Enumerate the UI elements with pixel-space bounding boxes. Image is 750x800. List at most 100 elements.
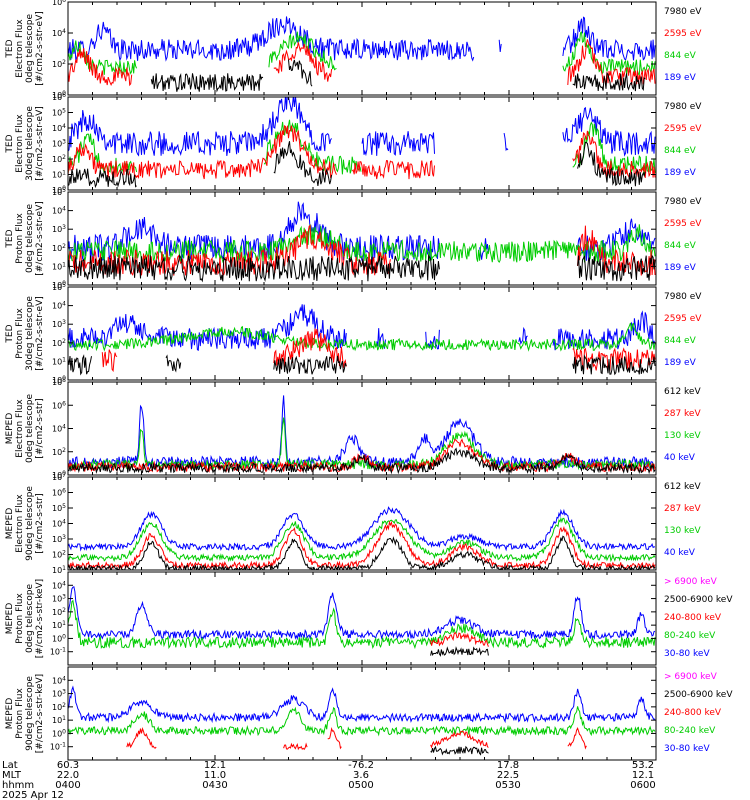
panel-series <box>68 304 656 376</box>
x-tick-lat-3: 17.8 <box>497 760 519 771</box>
y-tick-label: 101 <box>52 356 66 366</box>
y-tick-exponent: 0 <box>62 185 66 192</box>
ylabel-line: 30deg telescope <box>25 106 35 181</box>
y-tick-exponent: 5 <box>62 108 66 115</box>
y-tick-exponent: 4 <box>62 301 66 308</box>
ylabel-line: 0deg telescope <box>25 204 35 274</box>
ylabel-line: [#/cm2-s-str] <box>35 398 45 458</box>
y-tick-exponent: 5 <box>62 282 66 289</box>
ylabel-line: 0deg telescope <box>25 584 35 654</box>
x-row-label-lat: Lat <box>2 760 18 771</box>
x-row-label-mlt: MLT <box>2 770 22 781</box>
legend-entry: 130 keV <box>664 526 701 536</box>
y-tick-exponent: 3 <box>62 594 66 601</box>
panel-series <box>68 685 656 756</box>
series-line-green <box>68 516 656 563</box>
panel-ylabel: MEPEDElectron Flux0deg telescope[#/cm2-s… <box>5 394 45 464</box>
x-tick-hhmm-2: 0500 <box>348 780 373 791</box>
y-tick-exponent: 1 <box>62 170 66 177</box>
y-tick-label: 103 <box>52 319 66 329</box>
legend-entry: 7980 eV <box>664 7 702 17</box>
legend-entry: 2595 eV <box>664 124 702 134</box>
panel-frame <box>67 571 657 666</box>
ylabel-line: Electron Flux <box>15 494 25 553</box>
legend-entry: 189 eV <box>664 73 697 83</box>
series-line-red <box>68 520 656 570</box>
x-tick-lat-1: 12.1 <box>204 760 226 771</box>
y-tick-exponent: 1 <box>62 565 66 572</box>
ylabel-line: [#/cm2-s-str-keV] <box>35 674 45 753</box>
ylabel-line: MEPED <box>5 413 15 445</box>
y-tick-label: 106 <box>52 0 66 7</box>
y-tick-label: 102 <box>52 154 66 164</box>
series-line-green <box>68 706 656 737</box>
ylabel-line: 0deg telescope <box>25 394 35 464</box>
y-tick-exponent: 3 <box>62 319 66 326</box>
y-tick-label: 100 <box>52 728 66 738</box>
legend-entry: 240-800 keV <box>664 708 722 718</box>
legend-entry: 844 eV <box>664 336 697 346</box>
y-tick-label: 106 <box>52 488 66 498</box>
panel-ylabel: MEPEDProton Flux0deg telescope[#/cm2-s-s… <box>5 579 45 658</box>
legend-entry: 2595 eV <box>664 219 702 229</box>
y-tick-label: 102 <box>52 338 66 348</box>
y-tick-label: 105 <box>52 282 66 292</box>
y-tick-label: 106 <box>52 92 66 102</box>
y-tick-exponent: 4 <box>62 123 66 130</box>
panel-series <box>68 506 656 570</box>
y-tick-exponent: 1 <box>62 261 66 268</box>
panel-p1: 100 102 104 106 TEDElectron Flux0deg telesco… <box>5 0 702 100</box>
y-tick-label: 105 <box>52 503 66 513</box>
series-line-green <box>68 31 656 76</box>
y-tick-label: 104 <box>52 206 66 216</box>
x-tick-mlt-4: 12.1 <box>632 770 654 781</box>
ylabel-line: MEPED <box>5 698 15 730</box>
x-date-label: 2025 Apr 12 <box>2 790 64 800</box>
y-tick-exponent: 4 <box>62 206 66 213</box>
legend-entry: 287 keV <box>664 409 701 419</box>
ylabel-line: 90deg telescope <box>25 486 35 561</box>
y-tick-label: 102 <box>52 550 66 560</box>
series-line-black <box>68 141 646 189</box>
panel-ylabel: TEDElectron Flux0deg telescope[#/cm2-s-s… <box>5 11 45 86</box>
panel-frame <box>67 191 657 286</box>
series-line-red <box>430 631 489 647</box>
ylabel-line: Electron Flux <box>15 114 25 173</box>
series-line-blue <box>68 16 656 62</box>
series-line-blue <box>68 586 656 641</box>
panel-p5: 100 102 104 106 108 MEPEDElectron Flux0deg te… <box>5 377 701 480</box>
y-tick-exponent: 2 <box>62 59 66 66</box>
series-line-blue <box>68 97 656 157</box>
y-tick-label: 103 <box>52 689 66 699</box>
ylabel-line: 30deg telescope <box>25 296 35 371</box>
y-tick-label: 104 <box>52 123 66 133</box>
ylabel-line: Proton Flux <box>15 688 25 739</box>
y-tick-exponent: 3 <box>62 689 66 696</box>
ylabel-line: TED <box>5 39 15 58</box>
x-tick-lat-0: 60.3 <box>57 760 79 771</box>
panel-frame <box>67 476 657 571</box>
y-tick-label: 103 <box>52 594 66 604</box>
panel-series <box>68 395 656 475</box>
x-tick-hhmm-4: 0600 <box>630 780 655 791</box>
y-tick-label: 102 <box>52 447 66 457</box>
y-tick-label: 105 <box>52 187 66 197</box>
y-tick-label: 104 <box>52 580 66 590</box>
y-tick-label: 102 <box>52 607 66 617</box>
legend-entry: 40 keV <box>664 548 696 558</box>
y-tick-exponent: 0 <box>62 470 66 477</box>
ylabel-line: MEPED <box>5 508 15 540</box>
y-tick-exponent: 1 <box>62 620 66 627</box>
panel-series <box>68 97 656 189</box>
y-tick-label: 105 <box>52 108 66 118</box>
legend-entry: 7980 eV <box>664 197 702 207</box>
ylabel-line: TED <box>5 324 15 343</box>
y-tick-exponent: -1 <box>60 647 66 654</box>
y-tick-label: 100 <box>52 185 66 195</box>
legend-entry: 80-240 keV <box>664 726 716 736</box>
y-tick-exponent: 7 <box>62 472 66 479</box>
